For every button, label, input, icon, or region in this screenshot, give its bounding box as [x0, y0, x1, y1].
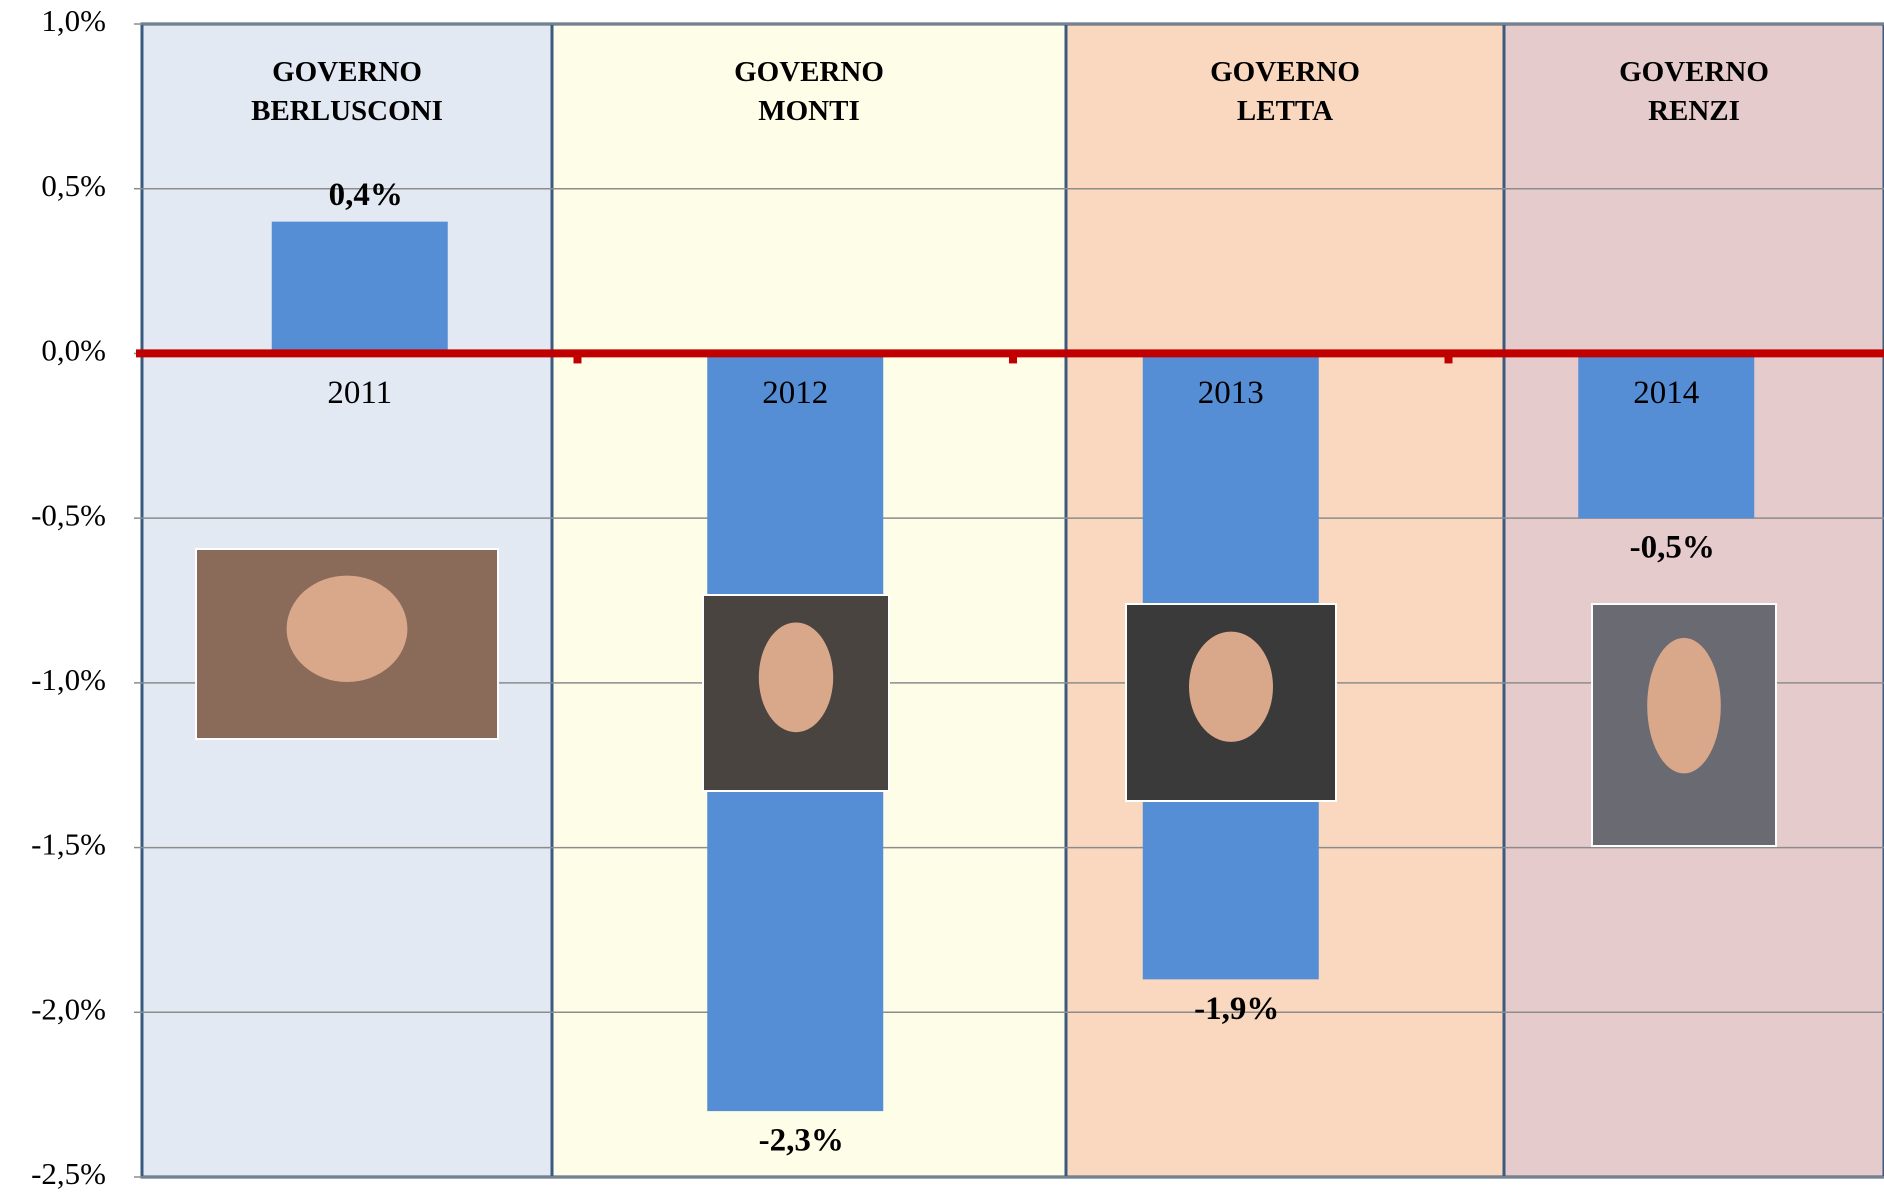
panel-title: GOVERNO LETTA	[1210, 56, 1360, 127]
y-tick-label: -2,0%	[31, 991, 106, 1026]
value-label: -0,5%	[1630, 530, 1715, 566]
photo-face	[1647, 637, 1721, 774]
photo-face	[1189, 631, 1273, 742]
x-tick-label: 2013	[1198, 375, 1264, 411]
y-tick-label: 0,0%	[41, 333, 106, 368]
photo-face	[286, 575, 408, 682]
y-tick-label: 1,0%	[41, 3, 106, 38]
panel-title: GOVERNO MONTI	[734, 56, 884, 127]
value-label: -2,3%	[759, 1123, 844, 1159]
panel	[1502, 22, 1884, 1179]
zero-tick	[1009, 353, 1017, 364]
panel-title: GOVERNO RENZI	[1619, 56, 1769, 127]
x-tick-label: 2011	[327, 375, 392, 411]
y-tick-label: -0,5%	[31, 497, 106, 532]
bar	[271, 221, 448, 354]
bar	[1578, 353, 1755, 519]
y-tick-label: 0,5%	[41, 168, 106, 203]
value-label: -1,9%	[1194, 991, 1279, 1027]
x-tick-label: 2014	[1633, 375, 1699, 411]
y-tick-label: -1,5%	[31, 827, 106, 862]
zero-tick	[1444, 353, 1453, 364]
zero-tick	[573, 353, 582, 364]
y-tick-label: -1,0%	[31, 662, 106, 697]
photo-face	[758, 622, 834, 733]
panel-title: GOVERNO BERLUSCONI	[251, 56, 443, 127]
value-label: 0,4%	[329, 177, 403, 213]
y-tick-label: -2,5%	[31, 1156, 106, 1191]
x-tick-label: 2012	[762, 375, 828, 411]
